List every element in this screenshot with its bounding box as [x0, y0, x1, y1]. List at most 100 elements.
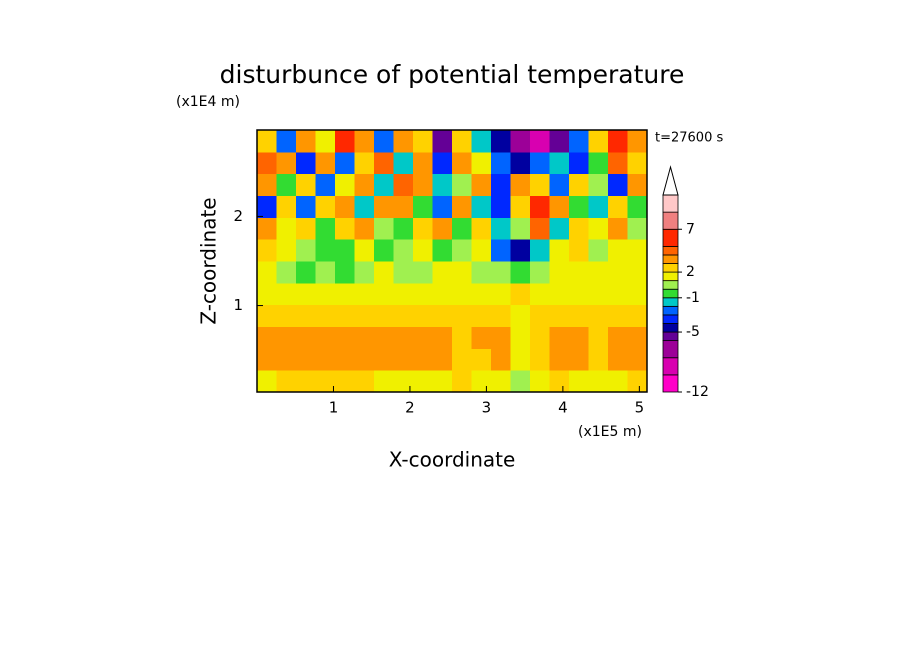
field-cell: [627, 195, 648, 218]
field-cell: [471, 130, 492, 153]
field-cell: [452, 239, 472, 262]
field-cell: [374, 348, 394, 371]
field-cell: [549, 326, 570, 349]
field-cell: [374, 130, 394, 153]
field-cell: [257, 217, 277, 240]
field-cell: [510, 217, 531, 240]
colorbar-band: [662, 305, 679, 316]
field-cell: [335, 326, 355, 349]
field-cell: [549, 304, 570, 327]
field-cell: [608, 217, 628, 240]
field-cell: [315, 130, 336, 153]
field-cell: [491, 195, 511, 218]
field-cell: [627, 217, 648, 240]
field-cell: [530, 370, 550, 393]
field-cell: [471, 173, 492, 196]
field-cell: [315, 348, 336, 371]
colorbar-band: [662, 288, 679, 299]
field-cell: [549, 239, 570, 262]
x-tick-label: 3: [482, 399, 492, 417]
field-cell: [549, 195, 570, 218]
field-cell: [608, 282, 628, 306]
field-cell: [354, 195, 375, 218]
field-cell: [627, 348, 648, 371]
field-cell: [296, 304, 316, 327]
field-cell: [569, 239, 589, 262]
field-cell: [393, 217, 414, 240]
field-cell: [608, 326, 628, 349]
field-cell: [510, 261, 531, 284]
field-cell: [374, 195, 394, 218]
field-cell: [257, 370, 277, 393]
field-cell: [413, 304, 433, 327]
field-cell: [530, 348, 550, 371]
field-cell: [569, 326, 589, 349]
field-cell: [413, 239, 433, 262]
field-cell: [432, 217, 453, 240]
field-cell: [530, 282, 550, 306]
field-cell: [393, 370, 414, 393]
field-cell: [276, 173, 297, 196]
field-cell: [588, 370, 609, 393]
field-cell: [588, 348, 609, 371]
field-cell: [569, 370, 589, 393]
field-cell: [491, 326, 511, 349]
field-cell: [569, 151, 589, 175]
field-cell: [393, 151, 414, 175]
field-cell: [335, 130, 355, 153]
field-cell: [296, 151, 316, 175]
field-cell: [393, 130, 414, 153]
field-cell: [432, 239, 453, 262]
field-cell: [510, 130, 531, 153]
field-cell: [452, 130, 472, 153]
field-cell: [510, 348, 531, 371]
field-cell: [491, 151, 511, 175]
field-cell: [374, 304, 394, 327]
field-cell: [569, 217, 589, 240]
field-cell: [374, 370, 394, 393]
field-cell: [471, 304, 492, 327]
field-cell: [452, 173, 472, 196]
field-cell: [471, 195, 492, 218]
field-cell: [588, 261, 609, 284]
field-cell: [276, 370, 297, 393]
colorbar-band: [662, 271, 679, 282]
field-cell: [315, 282, 336, 306]
field-cell: [549, 130, 570, 153]
field-cell: [315, 261, 336, 284]
field-cell: [315, 239, 336, 262]
colorbar-band: [662, 331, 679, 342]
field-cell: [296, 282, 316, 306]
field-cell: [432, 130, 453, 153]
field-cell: [530, 151, 550, 175]
field-cell: [413, 370, 433, 393]
field-cell: [491, 261, 511, 284]
field-cell: [413, 217, 433, 240]
field-cell: [296, 195, 316, 218]
x-unit: (x1E5 m): [578, 424, 642, 440]
field-cell: [452, 326, 472, 349]
x-tick-label: 4: [558, 399, 568, 417]
field-cell: [608, 195, 628, 218]
field-cell: [491, 304, 511, 327]
field-cell: [530, 239, 550, 262]
y-axis-label: Z-coordinate: [197, 197, 221, 324]
colorbar-band: [662, 340, 679, 359]
field-cell: [354, 370, 375, 393]
field-cell: [491, 239, 511, 262]
field-cell: [413, 261, 433, 284]
colorbar-band: [662, 357, 679, 376]
field-cell: [608, 130, 628, 153]
field-cell: [413, 195, 433, 218]
field-cell: [413, 282, 433, 306]
colorbar-band: [662, 263, 679, 273]
field-cell: [569, 173, 589, 196]
field-cell: [491, 348, 511, 371]
field-cell: [588, 173, 609, 196]
field-cell: [608, 304, 628, 327]
field-cell: [315, 370, 336, 393]
field-cell: [588, 151, 609, 175]
field-cell: [257, 151, 277, 175]
field-cell: [354, 261, 375, 284]
